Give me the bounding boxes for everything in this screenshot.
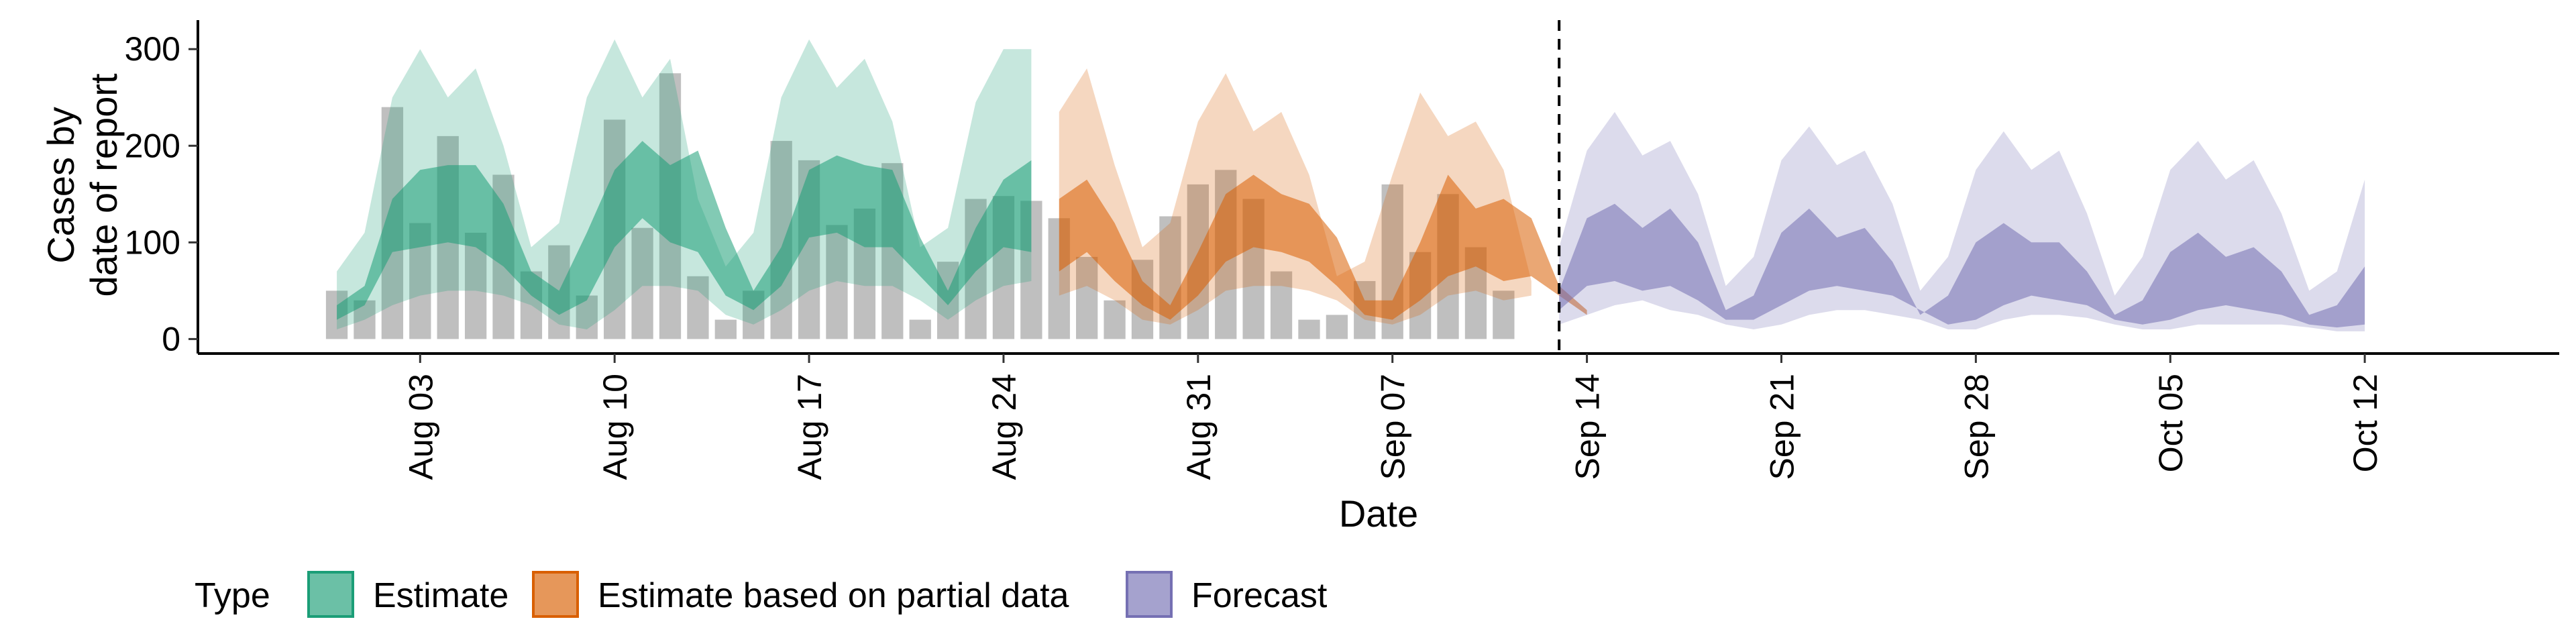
x-axis-title: Date — [1339, 492, 1418, 535]
observed-bar — [1076, 256, 1098, 339]
estimate-inner-band — [337, 141, 1032, 320]
x-tick-label: Oct 12 — [2347, 374, 2384, 472]
observed-bar — [1326, 315, 1348, 339]
observed-bar — [714, 319, 737, 339]
y-tick-label: 200 — [125, 127, 180, 164]
x-tick-label: Sep 28 — [1957, 374, 1995, 480]
estimate-based-on-partial-data-inner-band — [1059, 174, 1587, 320]
legend-title: Type — [195, 576, 270, 615]
observed-bar — [1298, 319, 1320, 339]
legend-key-forecast — [1126, 571, 1173, 618]
observed-bar — [631, 227, 653, 339]
observed-bar — [687, 276, 709, 339]
axes-layer: 0 100 200 300 Aug 03 Aug 10 Aug 17 Aug 24 Aug 31… — [40, 20, 2559, 535]
x-tick-label: Aug 03 — [402, 374, 439, 480]
y-tick-label: 100 — [125, 223, 180, 261]
legend: Type Estimate Estimate based on partial da… — [195, 571, 1328, 618]
y-tick-label: 0 — [162, 320, 180, 358]
observed-bar — [1493, 290, 1515, 339]
x-tick-label: Sep 07 — [1375, 374, 1412, 480]
legend-key-estimate-based-on-partial-data — [532, 571, 579, 618]
legend-label-forecast: Forecast — [1191, 576, 1328, 615]
observed-bar — [1104, 300, 1126, 339]
x-tick-label: Sep 14 — [1569, 374, 1607, 480]
observed-bar — [826, 225, 848, 339]
y-axis-title: Cases bydate of report — [40, 73, 125, 297]
x-tick-label: Oct 05 — [2152, 374, 2190, 472]
y-tick-label: 300 — [125, 30, 180, 68]
x-tick-label: Aug 31 — [1180, 374, 1218, 480]
x-tick-label: Aug 24 — [985, 374, 1023, 480]
observed-bar — [1270, 271, 1293, 339]
legend-key-estimate — [307, 571, 354, 618]
legend-label-estimate: Estimate — [373, 576, 508, 615]
x-tick-label: Aug 17 — [791, 374, 828, 480]
observed-bar — [909, 319, 931, 339]
y-axis-title-line: date of report — [83, 73, 125, 297]
x-tick-label: Sep 21 — [1763, 374, 1801, 480]
estimate-bands-layer — [337, 39, 2365, 331]
forecast-inner-band — [1559, 203, 2365, 328]
y-axis-title-line: Cases by — [40, 107, 82, 263]
x-tick-label: Aug 10 — [596, 374, 634, 480]
legend-label-estimate-based-on-partial-data: Estimate based on partial data — [598, 576, 1069, 615]
